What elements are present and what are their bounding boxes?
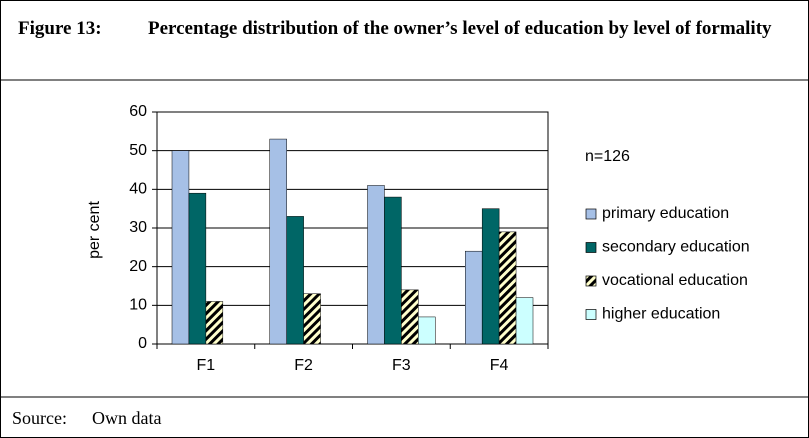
bar — [401, 289, 419, 345]
x-tick-label: F3 — [392, 357, 411, 374]
legend-label: secondary education — [602, 239, 750, 256]
source: Own data — [92, 408, 161, 428]
x-tick-label: F1 — [197, 357, 216, 374]
figure-header: Figure 13: Percentage distribution of th… — [18, 14, 788, 44]
source-label: Source: — [12, 408, 67, 428]
y-tick-label: 30 — [129, 219, 147, 236]
annotation: n=126 — [585, 148, 630, 165]
bar — [303, 293, 321, 345]
legend-swatch — [585, 242, 597, 253]
legend-label: primary education — [602, 205, 729, 222]
bar — [481, 208, 500, 345]
legend-swatch — [585, 275, 597, 287]
bar — [367, 185, 385, 345]
legend-swatch — [585, 309, 597, 320]
bar — [465, 250, 483, 345]
x-tick-label: F4 — [490, 357, 509, 374]
bar — [515, 297, 534, 345]
bar — [171, 150, 190, 345]
bar — [418, 316, 436, 345]
bar — [205, 301, 224, 345]
figure-label: Figure 13: — [18, 18, 102, 39]
bar — [286, 216, 304, 345]
y-tick-label: 50 — [129, 142, 147, 159]
x-tick-label: F2 — [294, 357, 313, 374]
y-tick-label: 60 — [129, 103, 147, 120]
y-tick-label: 20 — [129, 258, 147, 275]
bar — [269, 138, 287, 345]
y-tick-label: 40 — [129, 181, 147, 198]
bar — [384, 196, 402, 345]
legend-label: higher education — [602, 306, 720, 323]
y-tick-label: 10 — [129, 297, 147, 314]
legend-swatch — [585, 208, 597, 220]
bar — [498, 231, 517, 345]
y-tick-label: 0 — [138, 335, 147, 352]
y-axis-label: per cent — [86, 201, 103, 259]
bar — [188, 192, 207, 345]
legend-label: vocational education — [602, 272, 748, 289]
chart-title: Percentage distribution of the owner’s l… — [148, 18, 772, 39]
